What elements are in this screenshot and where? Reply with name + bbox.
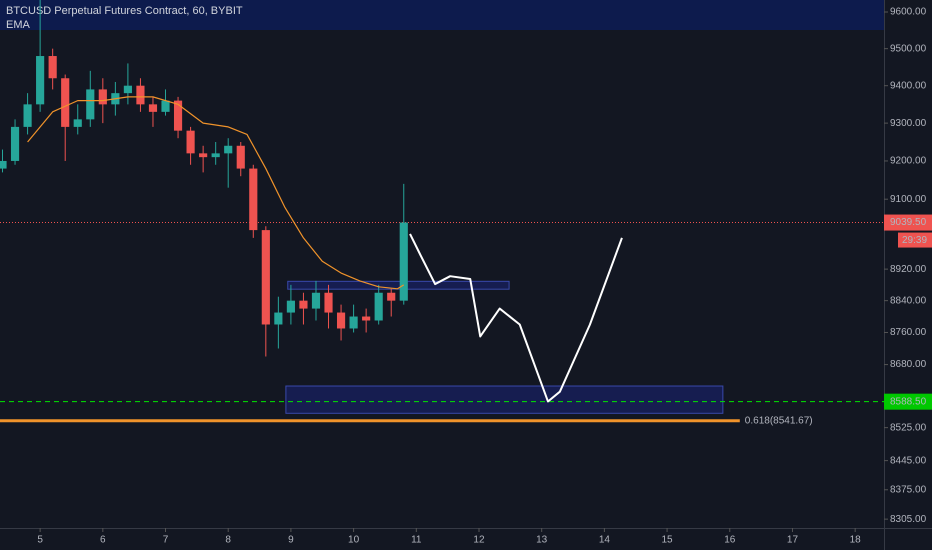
x-tick-label: 8 [225, 535, 231, 546]
ema-line [27, 96, 405, 290]
y-tick-label: 9400.00 [890, 80, 927, 91]
indicator-label: EMA [6, 19, 31, 31]
candle-body [224, 145, 233, 154]
header-band [0, 0, 884, 30]
candle-body [349, 316, 358, 329]
support-box [884, 393, 932, 410]
y-tick-label: 8525.00 [890, 422, 927, 433]
y-tick-label: 8760.00 [890, 327, 927, 338]
x-tick-label: 12 [473, 535, 485, 546]
countdown-label: 29:39 [902, 235, 927, 246]
candle-body [173, 100, 183, 131]
x-tick-label: 5 [37, 535, 43, 546]
y-tick-label: 8445.00 [890, 455, 927, 466]
candle-body [336, 312, 346, 329]
x-tick-label: 18 [850, 535, 862, 546]
candle-body [73, 119, 82, 127]
x-tick-label: 10 [348, 535, 360, 546]
candle-body [261, 230, 270, 325]
x-tick-label: 17 [787, 535, 799, 546]
candle-body [362, 316, 371, 321]
candle-body [299, 300, 308, 309]
y-tick-label: 9500.00 [890, 43, 927, 54]
x-tick-label: 9 [288, 535, 294, 546]
candle-body [0, 160, 7, 169]
projection-drawing [409, 233, 623, 403]
x-tick-label: 14 [599, 535, 611, 546]
last-price-label: 9039.50 [890, 217, 927, 228]
candle-body [36, 56, 45, 105]
candle-body [161, 100, 170, 112]
x-tick-label: 6 [100, 535, 106, 546]
candle-body [387, 292, 396, 301]
candle-body [148, 104, 158, 112]
y-tick-label: 9200.00 [890, 156, 927, 167]
candle-body [324, 292, 333, 313]
x-tick-label: 13 [536, 535, 548, 546]
support-label: 8588.50 [890, 396, 927, 407]
candle-body [399, 222, 408, 301]
y-tick-label: 8375.00 [890, 484, 927, 495]
candle-body [136, 85, 145, 105]
candle-body [86, 89, 95, 120]
last-price-box [884, 214, 932, 231]
countdown-box [898, 232, 932, 248]
fib-label: 0.618(8541.67) [745, 415, 813, 426]
zone [287, 280, 510, 290]
y-tick-label: 9100.00 [890, 194, 927, 205]
candle-body [61, 78, 70, 127]
x-tick-label: 16 [724, 535, 736, 546]
candle-body [98, 89, 107, 105]
candle-body [211, 153, 220, 158]
candle-body [186, 130, 195, 154]
candle-body [236, 145, 245, 169]
x-tick-label: 15 [662, 535, 674, 546]
candle-body [23, 104, 32, 127]
candle-body [286, 300, 295, 313]
candle-body [10, 126, 20, 161]
x-tick-label: 11 [411, 535, 422, 546]
y-tick-label: 9600.00 [890, 7, 927, 18]
x-tick-label: 7 [163, 535, 169, 546]
candle-body [199, 153, 208, 158]
y-tick-label: 8305.00 [890, 514, 927, 525]
y-tick-label: 8680.00 [890, 359, 927, 370]
candle-body [249, 168, 258, 231]
zone [285, 385, 724, 414]
y-tick-label: 8920.00 [890, 264, 927, 275]
candle-body [274, 312, 283, 325]
y-tick-label: 9300.00 [890, 118, 927, 129]
candle-body [123, 85, 132, 94]
candle-body [48, 56, 57, 79]
y-tick-label: 8840.00 [890, 295, 927, 306]
chart-title: BTCUSD Perpetual Futures Contract, 60, B… [6, 5, 243, 17]
candle-body [311, 292, 321, 309]
candle-body [374, 292, 383, 321]
